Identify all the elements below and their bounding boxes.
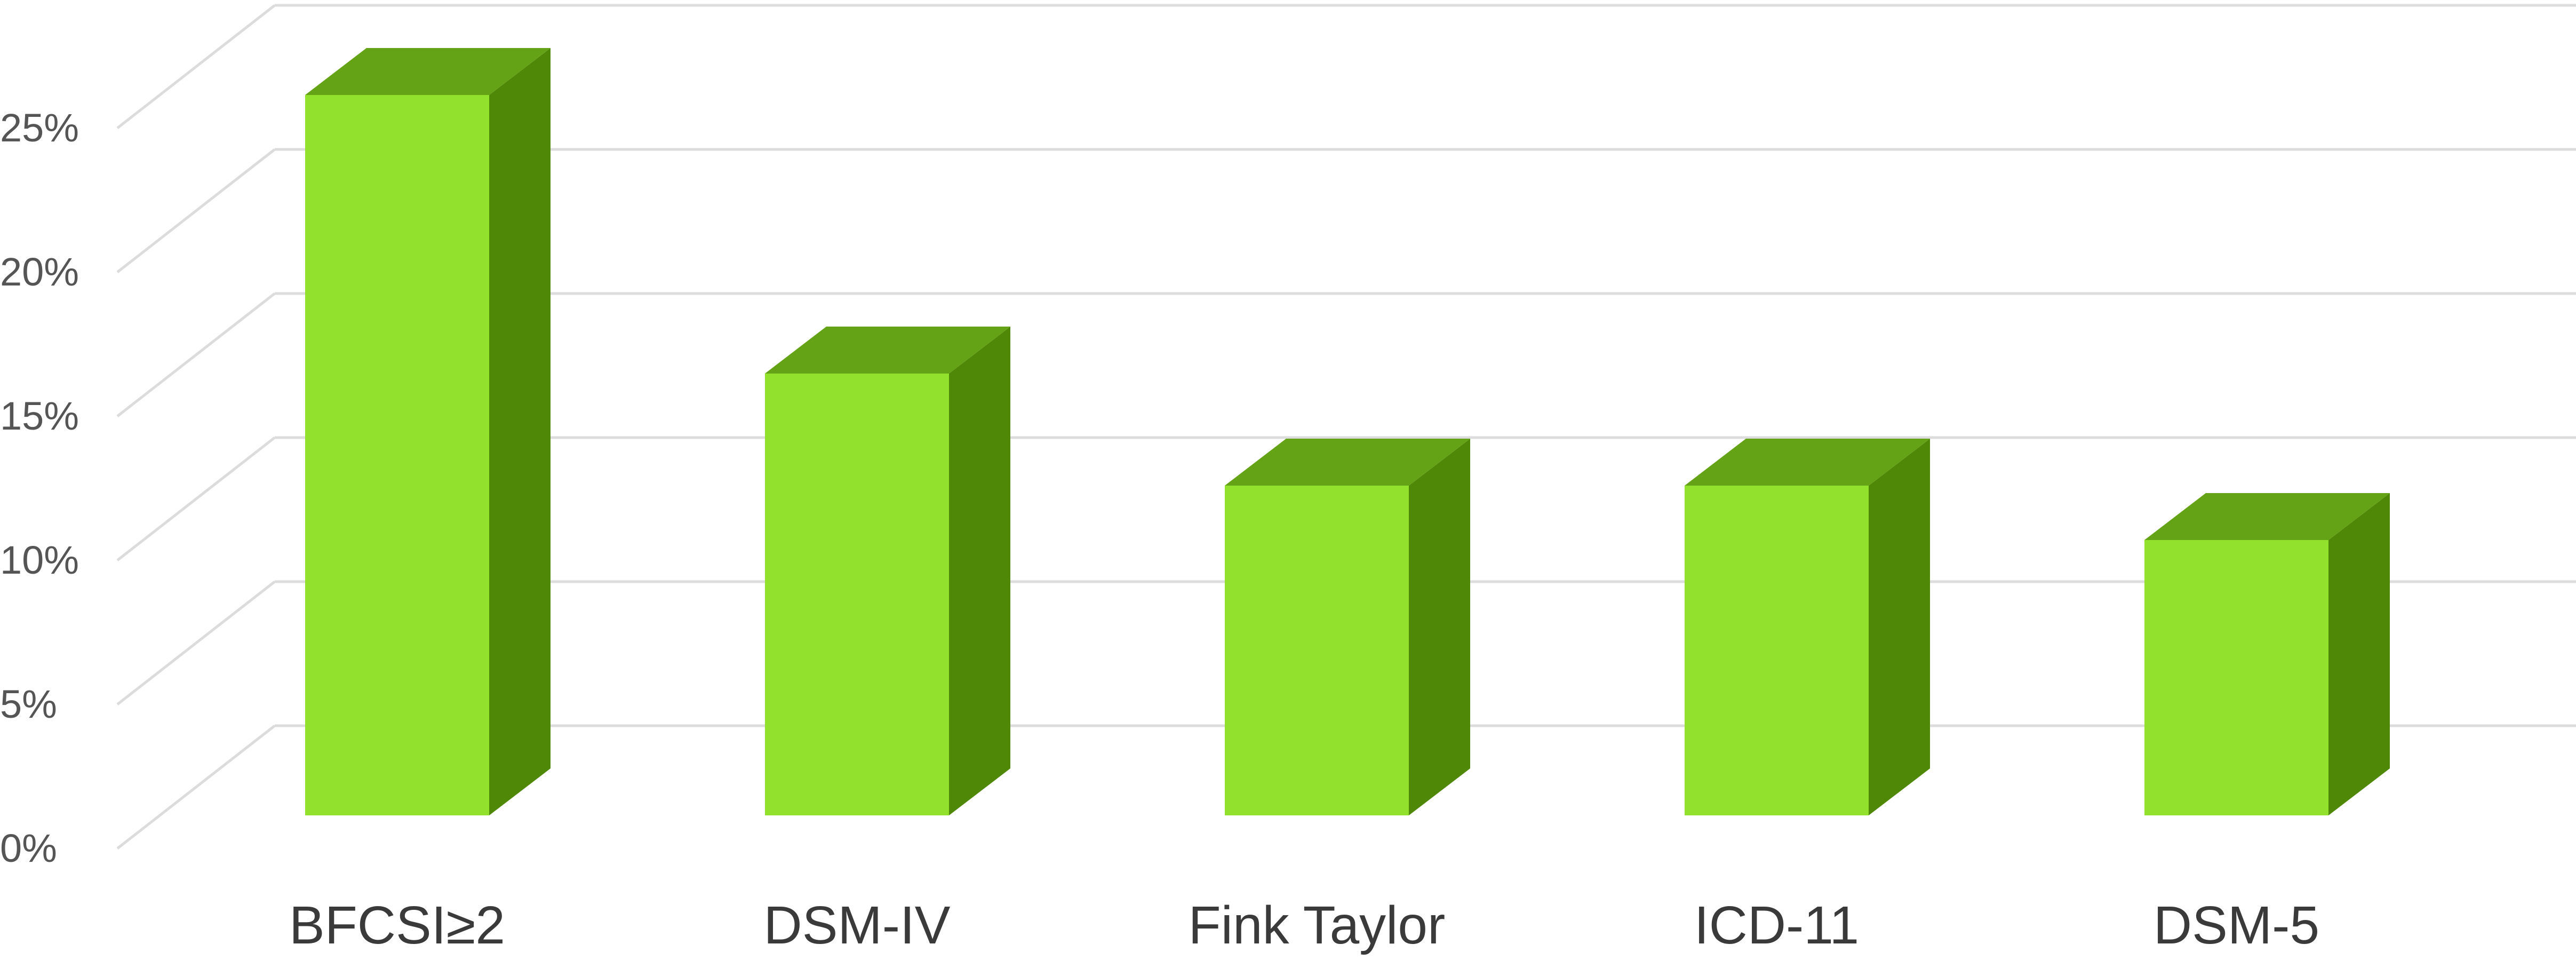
bar-top — [1225, 439, 1470, 486]
y-tick-label: 5% — [0, 682, 57, 726]
gridline-diagonal — [116, 581, 276, 705]
bar-top — [1685, 439, 1930, 486]
bar-side — [2328, 493, 2390, 815]
bar-top — [2144, 493, 2390, 540]
bar-0 — [305, 48, 551, 815]
bar-front — [1225, 486, 1409, 815]
bar-side — [1869, 439, 1930, 815]
y-tick-label: 20% — [0, 250, 79, 294]
category-label: BFCSI≥2 — [289, 895, 505, 955]
bar-top — [305, 48, 551, 95]
category-label: Fink Taylor — [1189, 895, 1446, 955]
bar-front — [765, 374, 949, 815]
bar-side — [489, 48, 551, 815]
bar-front — [305, 95, 489, 815]
gridline-diagonal — [116, 437, 276, 561]
gridline-diagonal — [116, 292, 276, 417]
bar-top — [765, 327, 1010, 374]
bar-front — [2144, 540, 2328, 815]
y-tick-label: 25% — [0, 106, 79, 150]
bar-2 — [1225, 439, 1470, 815]
y-tick-label: 0% — [0, 826, 57, 870]
gridline-diagonal — [116, 4, 276, 129]
y-tick-label: 10% — [0, 538, 79, 582]
bar-3 — [1685, 439, 1930, 815]
gridline-diagonal — [116, 148, 276, 273]
category-label: DSM-IV — [764, 895, 951, 955]
bar-side — [1409, 439, 1470, 815]
y-tick-label: 15% — [0, 394, 79, 438]
bar-front — [1685, 486, 1869, 815]
bar-4 — [2144, 493, 2390, 815]
bar-1 — [765, 327, 1010, 815]
gridline-diagonal — [116, 725, 276, 850]
bar-side — [949, 327, 1010, 815]
x-axis-categories: BFCSI≥2 DSM-IV Fink Taylor ICD-11 DSM-5 — [289, 895, 2319, 955]
category-label: DSM-5 — [2154, 895, 2319, 955]
bars — [305, 48, 2390, 815]
category-label: ICD-11 — [1694, 895, 1859, 955]
y-axis-ticks: 0% 5% 10% 15% 20% 25% — [0, 106, 79, 870]
